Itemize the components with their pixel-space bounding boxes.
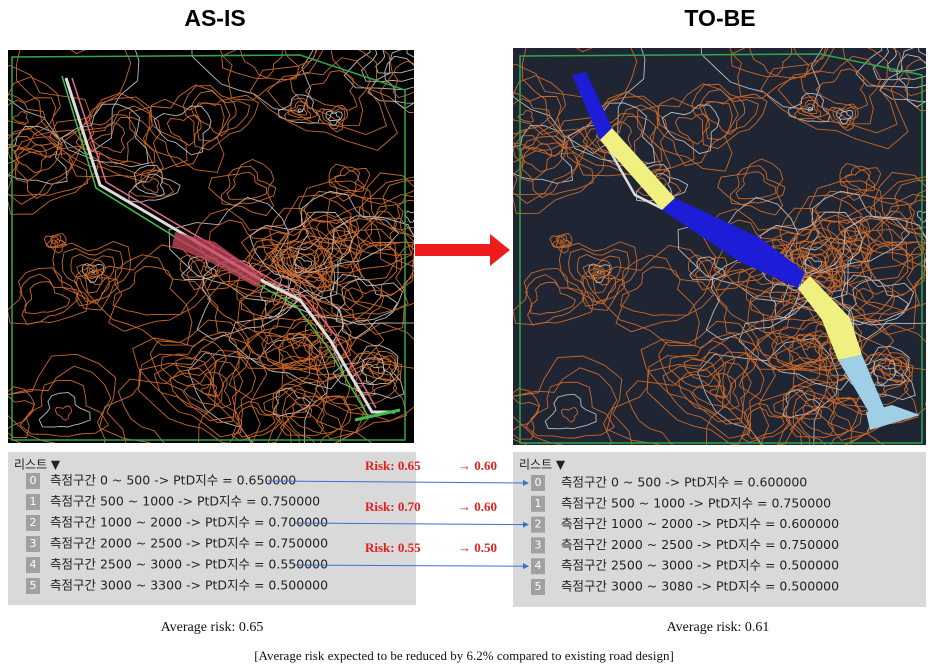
risk-change: → 0.60: [458, 458, 497, 473]
page: AS-IS vs TO-BE {"panels": [ {"title": "A…: [0, 0, 928, 669]
average: Average risk: 0.65: [161, 620, 264, 635]
list-item: 측점구간 1000 ~ 2000 -> PtD지수 = 0.600000: [561, 516, 839, 531]
list-index: 5: [535, 580, 542, 593]
list-header: 리스트 ▼: [519, 458, 566, 472]
risk-label: Risk: 0.70: [365, 499, 421, 514]
list-index: 3: [535, 538, 542, 551]
figure: AS-IS TO-BE 리스트 ▼ 리스트 ▼ Average risk: 0.…: [0, 0, 928, 669]
list-item: 측점구간 2500 ~ 3000 -> PtD지수 = 0.550000: [50, 557, 328, 572]
panel-title: TO-BE: [684, 5, 755, 31]
list-item: 측점구간 3000 ~ 3080 -> PtD지수 = 0.500000: [561, 579, 839, 594]
list-item: 측점구간 3000 ~ 3300 -> PtD지수 = 0.500000: [50, 578, 328, 593]
list-index: 1: [30, 495, 37, 508]
list-index: 4: [30, 558, 37, 571]
body: AS-IS TO-BE 리스트 ▼ 리스트 ▼ Average risk: 0.…: [0, 0, 928, 669]
risk-label: Risk: 0.55: [365, 540, 421, 555]
panel-title: AS-IS: [184, 5, 245, 31]
list-item: 측점구간 2000 ~ 2500 -> PtD지수 = 0.750000: [561, 537, 839, 552]
average: Average risk: 0.61: [667, 620, 770, 635]
list-index: 3: [30, 537, 37, 550]
list-item: 측점구간 1000 ~ 2000 -> PtD지수 = 0.700000: [50, 515, 328, 530]
list-item: 측점구간 2000 ~ 2500 -> PtD지수 = 0.750000: [50, 536, 328, 551]
list-item: 측점구간 500 ~ 1000 -> PtD지수 = 0.750000: [561, 495, 831, 510]
list-index: 5: [30, 579, 37, 592]
list-header: 리스트 ▼: [14, 458, 61, 472]
list-index: 0: [535, 476, 542, 489]
risk-change: → 0.50: [458, 540, 497, 555]
list-item: 측점구간 0 ~ 500 -> PtD지수 = 0.650000: [50, 473, 296, 488]
list-item: 측점구간 500 ~ 1000 -> PtD지수 = 0.750000: [50, 494, 320, 509]
risk-change: → 0.60: [458, 499, 497, 514]
list-index: 4: [535, 559, 542, 572]
list-index: 2: [30, 516, 37, 529]
caption: [Average risk expected to be reduced by …: [254, 648, 674, 663]
list-index: 1: [535, 497, 542, 510]
risk-label: Risk: 0.65: [365, 458, 421, 473]
list-item: 측점구간 2500 ~ 3000 -> PtD지수 = 0.500000: [561, 558, 839, 573]
list-index: 0: [30, 474, 37, 487]
list-index: 2: [535, 518, 542, 531]
transition-arrow: [415, 234, 510, 266]
list-item: 측점구간 0 ~ 500 -> PtD지수 = 0.600000: [561, 475, 807, 490]
